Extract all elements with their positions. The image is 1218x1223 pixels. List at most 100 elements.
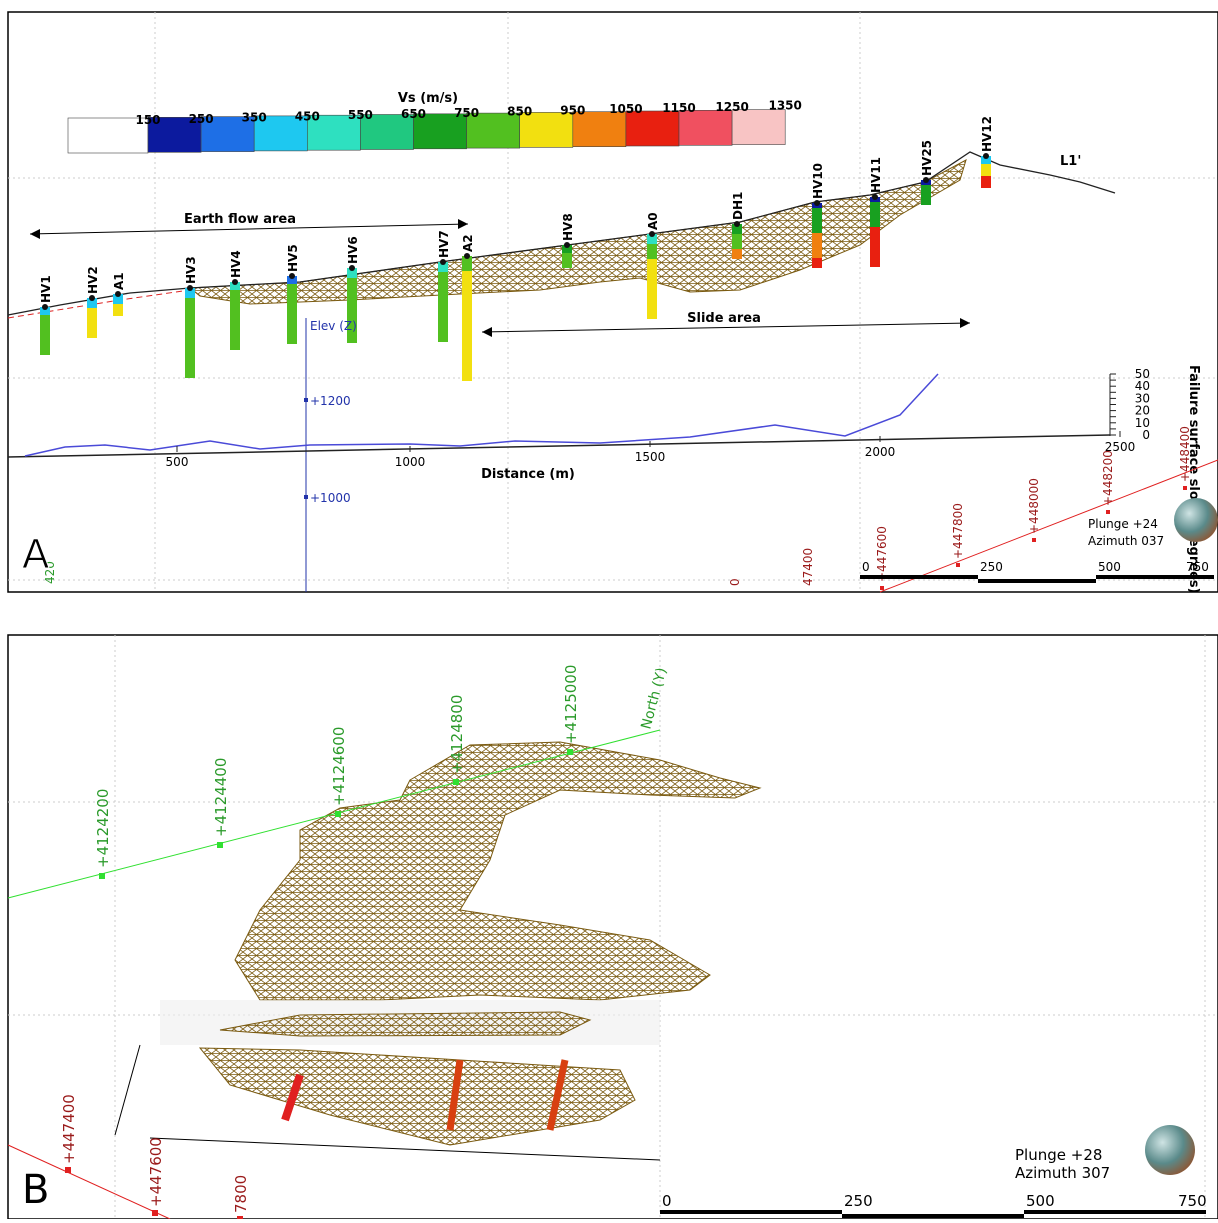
color-swatch — [732, 110, 785, 145]
borehole-label: A1 — [112, 272, 126, 290]
northing-label: +4124600 — [330, 727, 348, 806]
colorbar-tick: 550 — [348, 108, 373, 122]
slope-tick-label: 10 — [1135, 416, 1150, 430]
borehole-segment — [185, 298, 195, 378]
scale-label: 0 — [862, 560, 870, 574]
scale-label: 750 — [1178, 1192, 1207, 1210]
colorbar-tick: 750 — [454, 106, 479, 120]
tick — [304, 495, 308, 499]
borehole-top — [649, 231, 655, 237]
scale-bar: 0250500750 — [660, 1192, 1207, 1218]
scale-segment — [842, 1214, 1024, 1218]
borehole-segment — [870, 227, 880, 267]
tick — [217, 842, 223, 848]
elev-label: Elev (Z) — [310, 319, 357, 333]
borehole-top — [734, 221, 740, 227]
borehole-label: HV1 — [39, 275, 53, 303]
borehole-top — [349, 265, 355, 271]
color-swatch — [679, 110, 732, 145]
easting-label: +447600 — [875, 526, 889, 582]
borehole-label: HV10 — [811, 163, 825, 199]
scale-label: 0 — [662, 1192, 672, 1210]
failure-surface-mesh — [190, 160, 966, 304]
section-inset — [115, 1000, 660, 1160]
borehole-label: HV8 — [561, 213, 575, 241]
elev-tick: +1000 — [310, 491, 351, 505]
easting-axis — [880, 460, 1218, 592]
annotation: Slide area — [687, 311, 761, 326]
plunge: Plunge +24 — [1088, 517, 1158, 531]
colorbar-tick: 1050 — [609, 102, 642, 116]
northing-label: +4125000 — [562, 665, 580, 744]
northing-label: +4124800 — [448, 695, 466, 774]
borehole-segment — [812, 258, 822, 268]
borehole-top — [923, 177, 929, 183]
borehole-label: HV11 — [869, 157, 883, 193]
tick — [880, 586, 884, 590]
easting-label: +447800 — [951, 503, 965, 559]
tick — [152, 1210, 158, 1216]
scale-segment — [660, 1210, 842, 1214]
annotation: L1' — [1060, 154, 1081, 169]
borehole-top — [187, 285, 193, 291]
borehole-label: HV25 — [920, 140, 934, 176]
azimuth: Azimuth 037 — [1088, 534, 1164, 548]
borehole-segment — [347, 278, 357, 343]
x-tick-label: 1000 — [395, 455, 426, 469]
borehole-label: HV3 — [184, 256, 198, 284]
borehole-segment — [287, 284, 297, 344]
borehole-segment — [230, 290, 240, 350]
tick — [567, 749, 573, 755]
colorbar-tick: 1350 — [768, 99, 801, 113]
borehole-label: A2 — [461, 234, 475, 252]
easting-label: 47400 — [801, 548, 815, 586]
northing-label: +4124400 — [212, 758, 230, 837]
easting-label: 7800 — [232, 1175, 250, 1213]
borehole-top — [814, 200, 820, 206]
azimuth: Azimuth 307 — [1015, 1164, 1110, 1182]
elev-tick: +1200 — [310, 394, 351, 408]
colorbar-tick: 950 — [560, 103, 585, 117]
grid — [8, 635, 1218, 1219]
slope-line — [25, 374, 938, 456]
borehole-label: HV4 — [229, 250, 243, 278]
panel-label: B — [22, 1167, 49, 1213]
northing-label: +4124200 — [94, 789, 112, 868]
colorbar-title: Vs (m/s) — [398, 91, 458, 106]
borehole-top — [872, 194, 878, 200]
x-tick-label: 1500 — [635, 450, 666, 464]
borehole-label: HV6 — [346, 236, 360, 264]
borehole-top — [42, 304, 48, 310]
borehole-label: HV12 — [980, 116, 994, 152]
north-axis-label: North (Y) — [638, 666, 670, 731]
colorbar-tick: 350 — [242, 111, 267, 125]
orientation-globe — [1145, 1125, 1195, 1175]
colorbar-tick: 250 — [189, 112, 214, 126]
borehole-segment — [812, 233, 822, 258]
tick — [1106, 510, 1110, 514]
borehole-top — [564, 242, 570, 248]
colorbar-tick: 650 — [401, 107, 426, 121]
scale-label: 750 — [1186, 560, 1209, 574]
easting-labels: 420047400+447600+447800+448000+448200+44… — [43, 426, 1192, 590]
slope-tick-label: 0 — [1142, 428, 1150, 442]
x-tick-label: 2000 — [865, 445, 896, 459]
scale-label: 250 — [844, 1192, 873, 1210]
tick — [99, 873, 105, 879]
easting-label: +448400 — [1178, 426, 1192, 482]
x-axis-title: Distance (m) — [481, 467, 575, 482]
borehole-segment — [981, 176, 991, 188]
borehole-label: HV7 — [437, 230, 451, 258]
colorbar-tick: 150 — [135, 113, 160, 127]
easting-label: +447600 — [147, 1137, 165, 1207]
borehole-segment — [113, 304, 123, 316]
borehole-top — [983, 153, 989, 159]
borehole-label: HV5 — [286, 244, 300, 272]
borehole-top — [115, 291, 121, 297]
panel-label: A — [22, 532, 50, 578]
scale-segment — [978, 579, 1096, 583]
scale-segment — [1024, 1210, 1206, 1214]
slope-tick-label: 40 — [1135, 379, 1150, 393]
tick — [1183, 486, 1187, 490]
easting-labels: +447400+4476007800 — [60, 1094, 250, 1219]
